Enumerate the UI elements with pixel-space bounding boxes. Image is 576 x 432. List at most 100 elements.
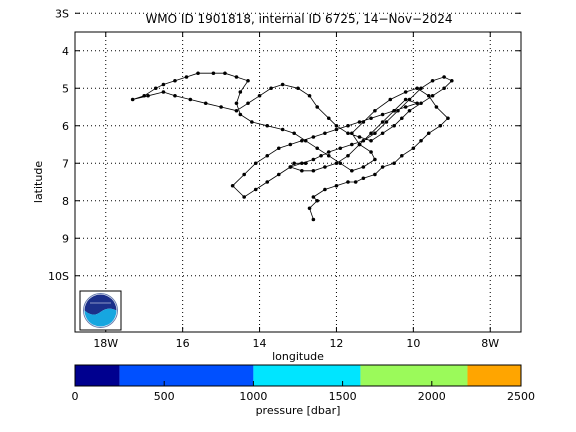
y-tick-label: 4 bbox=[62, 45, 69, 58]
track-point bbox=[234, 75, 239, 79]
track-point bbox=[246, 78, 250, 83]
track-point bbox=[253, 187, 258, 192]
track-point bbox=[430, 93, 435, 98]
track-point bbox=[265, 153, 270, 158]
plot-area bbox=[74, 31, 522, 333]
colorbar-ticks: 0 500 1000 1500 2000 2500 bbox=[72, 381, 535, 403]
track-point bbox=[380, 120, 385, 124]
track-point bbox=[315, 198, 320, 203]
colorbar-frame bbox=[74, 364, 522, 387]
x-tick-label: 10 bbox=[406, 337, 420, 350]
x-tick-label: 18W bbox=[93, 337, 118, 350]
track-point bbox=[357, 142, 362, 147]
track-point bbox=[334, 161, 339, 166]
float-track bbox=[130, 71, 454, 222]
track-point bbox=[361, 120, 366, 124]
colorbar-label: pressure [dbar] bbox=[256, 404, 341, 417]
y-axis-ticks: 3S 4 5 6 7 8 9 10S bbox=[48, 7, 521, 283]
track-point bbox=[315, 146, 320, 151]
track-point bbox=[307, 93, 312, 98]
track-point bbox=[403, 97, 408, 102]
track-point bbox=[280, 127, 285, 132]
track-point bbox=[338, 146, 343, 151]
track-point bbox=[396, 108, 400, 113]
x-tick-label: 8W bbox=[481, 337, 499, 350]
track-point bbox=[311, 135, 316, 139]
track-point bbox=[265, 180, 270, 184]
track-point bbox=[311, 217, 316, 222]
track-point bbox=[415, 101, 419, 106]
track-point bbox=[296, 86, 300, 91]
track-point bbox=[361, 138, 366, 143]
track-point bbox=[357, 135, 362, 139]
track-point bbox=[403, 105, 408, 109]
track-point bbox=[253, 161, 258, 166]
track-point bbox=[292, 161, 296, 166]
track-point bbox=[265, 123, 270, 128]
track-point bbox=[380, 165, 385, 169]
track-point bbox=[326, 150, 331, 154]
x-tick-label: 16 bbox=[176, 337, 190, 350]
track-point bbox=[392, 123, 396, 128]
track-point bbox=[419, 86, 423, 91]
track-point bbox=[234, 101, 239, 106]
track-point bbox=[250, 120, 254, 124]
track-point bbox=[219, 105, 223, 109]
track-point bbox=[211, 71, 216, 76]
track-point bbox=[388, 97, 393, 102]
track-point bbox=[203, 101, 208, 106]
track-point bbox=[288, 165, 293, 169]
track-point bbox=[411, 146, 416, 151]
track-point bbox=[449, 78, 454, 83]
colorbar-tick-label: 2500 bbox=[507, 390, 535, 403]
track-point bbox=[373, 172, 377, 177]
track-point bbox=[280, 82, 285, 87]
track-point bbox=[446, 116, 450, 121]
track-point bbox=[230, 183, 235, 188]
track-point bbox=[400, 153, 404, 158]
colorbar bbox=[75, 365, 521, 386]
track-point bbox=[234, 108, 239, 113]
track-point bbox=[350, 168, 354, 173]
track-point bbox=[323, 187, 327, 192]
track-point bbox=[350, 142, 354, 147]
track-point bbox=[288, 142, 293, 147]
track-point bbox=[400, 116, 404, 121]
track-point bbox=[319, 153, 323, 158]
track-point bbox=[311, 157, 316, 162]
track-point bbox=[373, 131, 377, 136]
colorbar-tick-label: 1500 bbox=[329, 390, 357, 403]
track-point bbox=[373, 157, 377, 162]
track-point bbox=[311, 168, 316, 173]
track-point bbox=[161, 90, 166, 94]
track-point bbox=[307, 206, 312, 211]
track-point bbox=[276, 146, 281, 151]
track-point bbox=[346, 123, 350, 128]
track-point bbox=[257, 93, 262, 98]
track-point bbox=[246, 101, 250, 106]
track-point bbox=[292, 131, 296, 136]
track-point bbox=[142, 93, 147, 98]
track-point bbox=[419, 101, 423, 106]
track-point bbox=[357, 120, 362, 124]
track-point bbox=[430, 78, 435, 83]
track-point bbox=[238, 90, 243, 94]
track-point bbox=[415, 86, 419, 91]
chart-title: WMO ID 1901818, internal ID 6725, 14−Nov… bbox=[145, 12, 452, 26]
track-point bbox=[315, 105, 320, 109]
track-point bbox=[276, 172, 281, 177]
track-point bbox=[130, 97, 135, 102]
track-point bbox=[438, 123, 443, 128]
colorbar-bin bbox=[119, 365, 254, 386]
colorbar-tick-label: 2000 bbox=[418, 390, 446, 403]
x-axis-ticks: 18W 16 14 12 10 8W bbox=[93, 32, 499, 350]
track-point bbox=[369, 116, 373, 121]
track-point bbox=[300, 138, 304, 143]
track-point bbox=[146, 93, 150, 98]
track-point bbox=[311, 195, 316, 199]
track-point bbox=[196, 71, 200, 76]
track-point bbox=[188, 97, 193, 102]
y-tick-label: 6 bbox=[62, 120, 69, 133]
track-point bbox=[323, 131, 327, 136]
